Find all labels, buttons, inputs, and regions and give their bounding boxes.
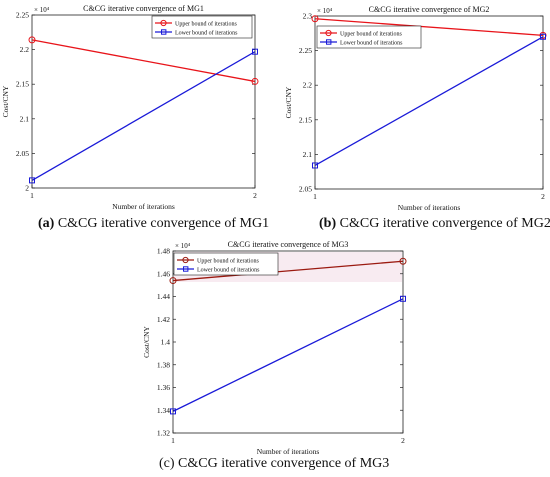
y-tick-label: 2.1 <box>20 114 30 123</box>
chart-title: C&CG iterative convergence of MG2 <box>369 5 490 14</box>
y-tick-label: 2.15 <box>299 115 312 124</box>
y-tick-label: 2 <box>25 184 29 193</box>
legend-label: Upper bound of iterations <box>197 257 259 264</box>
series-line-upper <box>314 18 544 37</box>
y-tick-label: 2.3 <box>303 12 313 21</box>
point-marker-square <box>29 177 35 184</box>
x-axis-label: Number of iterations <box>257 447 320 456</box>
x-tick-label: 2 <box>253 191 257 200</box>
y-tick-label: 2.1 <box>303 150 313 159</box>
point-marker-circle <box>169 277 177 285</box>
point-marker-square <box>252 48 258 55</box>
y-tick-label: 2.25 <box>16 11 29 20</box>
legend-label: Upper bound of iterations <box>340 30 402 37</box>
chart-3: C&CG iterative convergence of MG3 × 10⁴ 1.… <box>142 240 407 456</box>
y-tick-label: 1.34 <box>157 406 170 415</box>
caption-b: (b) C&CG iterative convergence of MG2 <box>319 216 550 232</box>
series-line-upper <box>172 260 404 282</box>
caption-b-tag: (b) <box>319 216 337 231</box>
legend-marker-square <box>161 29 167 35</box>
x-tick-label: 1 <box>313 192 317 201</box>
y-tick-label: 2.2 <box>20 45 30 54</box>
y-tick-label: 2.05 <box>299 185 312 194</box>
chart-title: C&CG iterative convergence of MG1 <box>83 4 204 13</box>
caption-c-text: (c) C&CG iterative convergence of MG3 <box>159 456 390 471</box>
legend-box <box>316 25 422 49</box>
exponent-label: × 10⁴ <box>34 6 50 14</box>
legend-marker-circle <box>182 256 189 264</box>
point-marker-square <box>170 408 176 415</box>
y-tick-label: 1.38 <box>157 360 170 369</box>
legend-box <box>173 252 279 276</box>
x-tick-label: 2 <box>541 192 545 201</box>
y-tick-label: 2.05 <box>16 149 29 158</box>
plot-frame <box>31 14 256 189</box>
caption-a-tag: (a) <box>38 216 55 231</box>
y-tick-label: 2.2 <box>303 81 313 90</box>
y-tick-label: 1.44 <box>157 292 170 301</box>
y-axis-label: Cost/CNY <box>142 326 151 358</box>
series-line-upper <box>31 39 256 83</box>
y-tick-label: 2.25 <box>299 46 312 55</box>
point-marker-square <box>540 33 546 40</box>
point-marker-circle <box>28 36 36 44</box>
series-line-lower <box>31 51 256 181</box>
legend-label: Lower bound of iterations <box>175 29 238 36</box>
series-line-lower <box>172 298 404 412</box>
caption-a: (a) C&CG iterative convergence of MG1 <box>38 216 269 232</box>
x-tick-label: 1 <box>171 436 175 445</box>
x-tick-label: 2 <box>401 436 405 445</box>
legend: Upper bound of iterations Lower bound of … <box>173 252 279 276</box>
legend: Upper bound of iterations Lower bound of … <box>316 25 422 49</box>
legend-label: Upper bound of iterations <box>175 20 237 27</box>
y-tick-label: 1.48 <box>157 247 170 256</box>
legend-marker-circle <box>160 19 167 27</box>
exponent-label: × 10⁴ <box>175 242 191 250</box>
caption-a-text: C&CG iterative convergence of MG1 <box>54 216 270 231</box>
point-marker-circle <box>311 15 319 23</box>
point-marker-square <box>312 162 318 169</box>
chart-title: C&CG iterative convergence of MG3 <box>228 240 349 249</box>
legend-label: Lower bound of iterations <box>197 266 260 273</box>
point-marker-square <box>400 295 406 302</box>
point-marker-circle <box>399 257 407 265</box>
exponent-label: × 10⁴ <box>317 7 333 15</box>
x-tick-label: 1 <box>30 191 34 200</box>
x-axis-label: Number of iterations <box>398 203 461 212</box>
y-tick-label: 1.32 <box>157 429 170 438</box>
caption-c: (c) C&CG iterative convergence of MG3 <box>159 456 389 472</box>
legend-marker-circle <box>325 29 332 37</box>
chart-1: C&CG iterative convergence of MG1 × 10⁴ 2 2… <box>1 4 259 211</box>
y-tick-label: 1.4 <box>161 338 171 347</box>
y-tick-label: 1.42 <box>157 315 170 324</box>
y-tick-label: 1.36 <box>157 383 170 392</box>
y-tick-label: 1.46 <box>157 269 170 278</box>
legend-marker-square <box>326 39 332 45</box>
point-marker-circle <box>251 77 259 85</box>
y-axis-label: Cost/CNY <box>284 86 293 118</box>
caption-b-text: C&CG iterative convergence of MG2 <box>336 216 550 231</box>
legend-box <box>151 15 253 39</box>
legend-label: Lower bound of iterations <box>340 39 403 46</box>
plot-frame <box>314 15 544 190</box>
y-axis-label: Cost/CNY <box>1 85 10 117</box>
chart-2: C&CG iterative convergence of MG2 × 10⁴ 2.… <box>284 5 547 212</box>
x-axis-label: Number of iterations <box>112 202 175 211</box>
y-tick-label: 2.15 <box>16 80 29 89</box>
legend: Upper bound of iterations Lower bound of … <box>151 15 253 39</box>
series-line-lower <box>314 36 544 167</box>
legend-marker-square <box>183 266 189 272</box>
